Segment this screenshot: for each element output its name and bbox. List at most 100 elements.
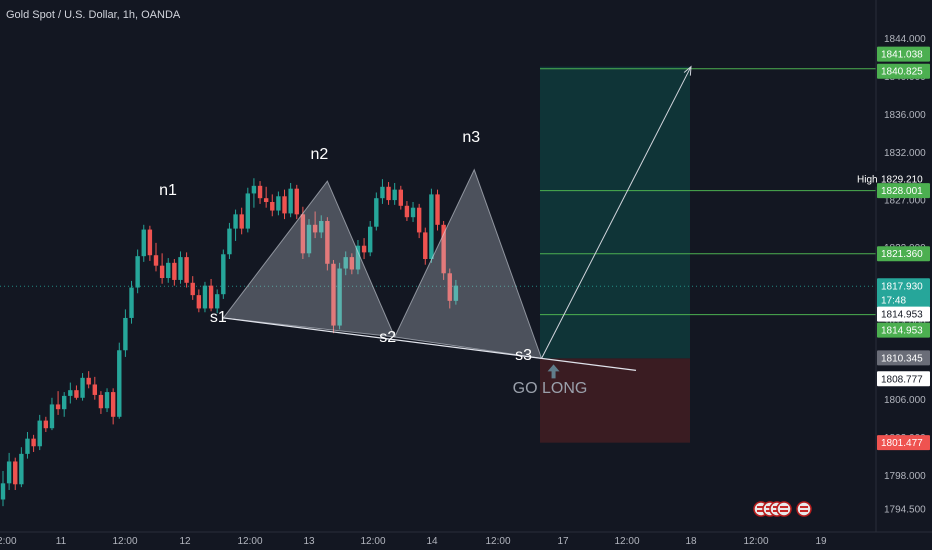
go-long-label[interactable]: GO LONG bbox=[513, 380, 588, 397]
pattern-drawings[interactable]: n1 n2 n3 s1 s2 s3 GO LONG bbox=[159, 65, 692, 397]
time-tick: 17 bbox=[557, 536, 569, 547]
label-n1[interactable]: n1 bbox=[159, 182, 177, 199]
target-zone[interactable] bbox=[540, 66, 690, 359]
candle-body bbox=[178, 257, 183, 280]
price-label-white[interactable] bbox=[877, 306, 930, 322]
candle-body bbox=[227, 228, 232, 255]
candle-body bbox=[147, 229, 153, 256]
trend-line[interactable] bbox=[223, 317, 637, 371]
event-flag-stripe bbox=[780, 510, 788, 512]
price-label-text[interactable]: 1814.953 bbox=[881, 326, 923, 337]
price-label-text[interactable]: 1841.038 bbox=[881, 50, 923, 61]
pattern-triangle-2[interactable] bbox=[393, 168, 543, 360]
candle-body bbox=[74, 390, 79, 398]
time-tick: 12:00 bbox=[614, 536, 639, 547]
candle-body bbox=[86, 377, 91, 385]
candle-body bbox=[55, 404, 61, 410]
candle-body bbox=[355, 245, 361, 270]
candle-body bbox=[129, 287, 134, 318]
event-flag-icon[interactable] bbox=[776, 501, 792, 517]
candle-body bbox=[80, 377, 85, 398]
time-tick: 19 bbox=[815, 536, 827, 547]
time-tick: 12:00 bbox=[485, 536, 510, 547]
price-label-green[interactable] bbox=[877, 63, 930, 79]
time-axis[interactable]: 12:00 11 12:00 12 12:00 13 12:00 14 12:00 17 12:00… bbox=[0, 501, 932, 550]
label-s1[interactable]: s1 bbox=[210, 309, 227, 326]
candle-body bbox=[135, 256, 140, 288]
event-flag-ring bbox=[776, 501, 792, 517]
label-s2[interactable]: s2 bbox=[379, 329, 396, 346]
price-label-text[interactable]: 1817.930 bbox=[881, 281, 923, 292]
price-label-text[interactable]: 1810.345 bbox=[881, 353, 923, 364]
price-label-green[interactable] bbox=[877, 46, 930, 62]
price-label-green[interactable] bbox=[877, 183, 930, 199]
high-label[interactable]: High bbox=[857, 175, 878, 186]
event-flag-stripe bbox=[757, 510, 765, 512]
event-flag-icon[interactable] bbox=[796, 501, 812, 517]
candle-body bbox=[429, 194, 434, 260]
price-label-text[interactable]: 1814.953 bbox=[881, 310, 923, 321]
price-label-green[interactable] bbox=[877, 322, 930, 338]
candle-body bbox=[31, 438, 36, 447]
candle-body bbox=[270, 201, 275, 211]
pattern-triangle-1[interactable] bbox=[222, 180, 396, 338]
candle-body bbox=[257, 185, 263, 199]
candle-body bbox=[215, 294, 220, 309]
event-flag-ring bbox=[796, 501, 812, 517]
price-label-green[interactable] bbox=[877, 246, 930, 262]
high-tag-bg bbox=[852, 171, 877, 187]
time-tick: 12:00 bbox=[0, 536, 17, 547]
price-label-text[interactable]: 1840.825 bbox=[881, 67, 923, 78]
time-tick: 14 bbox=[426, 536, 438, 547]
candle-body bbox=[6, 461, 12, 484]
candle-body bbox=[368, 226, 373, 253]
price-label-red[interactable] bbox=[877, 435, 930, 451]
candle-body bbox=[423, 232, 428, 260]
candle-body bbox=[306, 224, 312, 254]
candle-body bbox=[404, 205, 410, 218]
time-axis-bg bbox=[0, 532, 932, 550]
price-label-text[interactable]: 1808.777 bbox=[881, 374, 923, 385]
candle-body bbox=[202, 285, 208, 309]
candle-body bbox=[0, 483, 6, 500]
candle-body bbox=[49, 404, 55, 429]
price-label-white[interactable] bbox=[877, 371, 930, 387]
price-axis-bg bbox=[876, 0, 932, 550]
candle-body bbox=[416, 207, 422, 233]
label-s3[interactable]: s3 bbox=[515, 347, 532, 364]
candle-body bbox=[312, 224, 318, 233]
time-tick: 12:00 bbox=[112, 536, 137, 547]
candle-body bbox=[349, 257, 355, 270]
candle-body bbox=[447, 273, 452, 301]
countdown-label[interactable]: 17:48 bbox=[881, 295, 906, 306]
price-label-grey[interactable] bbox=[877, 350, 930, 366]
stop-zone[interactable] bbox=[540, 358, 690, 443]
candle-body bbox=[159, 265, 165, 279]
candle-body bbox=[294, 188, 299, 215]
candle-body bbox=[123, 317, 128, 351]
price-label-text[interactable]: 1801.477 bbox=[881, 438, 923, 449]
arrow-head bbox=[683, 65, 692, 76]
price-tick: 1794.500 bbox=[884, 504, 926, 515]
candle-body bbox=[233, 214, 238, 229]
candle-body bbox=[319, 221, 324, 233]
label-n3[interactable]: n3 bbox=[462, 129, 480, 146]
price-axis[interactable]: 1844.0001840.0001836.0001832.0001827.000… bbox=[852, 0, 932, 550]
label-n2[interactable]: n2 bbox=[310, 146, 328, 163]
projection-arrow[interactable] bbox=[541, 66, 692, 359]
symbol-title[interactable]: Gold Spot / U.S. Dollar, 1h, OANDA bbox=[6, 9, 181, 21]
candle-body bbox=[25, 438, 30, 454]
price-label-text[interactable]: 1828.001 bbox=[881, 186, 923, 197]
price-label-teal[interactable] bbox=[877, 278, 930, 308]
candle-body bbox=[331, 263, 336, 326]
time-tick: 13 bbox=[303, 536, 315, 547]
candle-body bbox=[62, 395, 67, 410]
candle-body bbox=[190, 282, 195, 296]
price-tick: 1844.000 bbox=[884, 34, 926, 45]
price-label-text[interactable]: 1829.210 bbox=[881, 175, 923, 186]
candle-body bbox=[239, 214, 244, 229]
price-label-high[interactable] bbox=[877, 171, 930, 187]
price-label-text[interactable]: 1821.360 bbox=[881, 249, 923, 260]
candle-body bbox=[380, 186, 385, 199]
